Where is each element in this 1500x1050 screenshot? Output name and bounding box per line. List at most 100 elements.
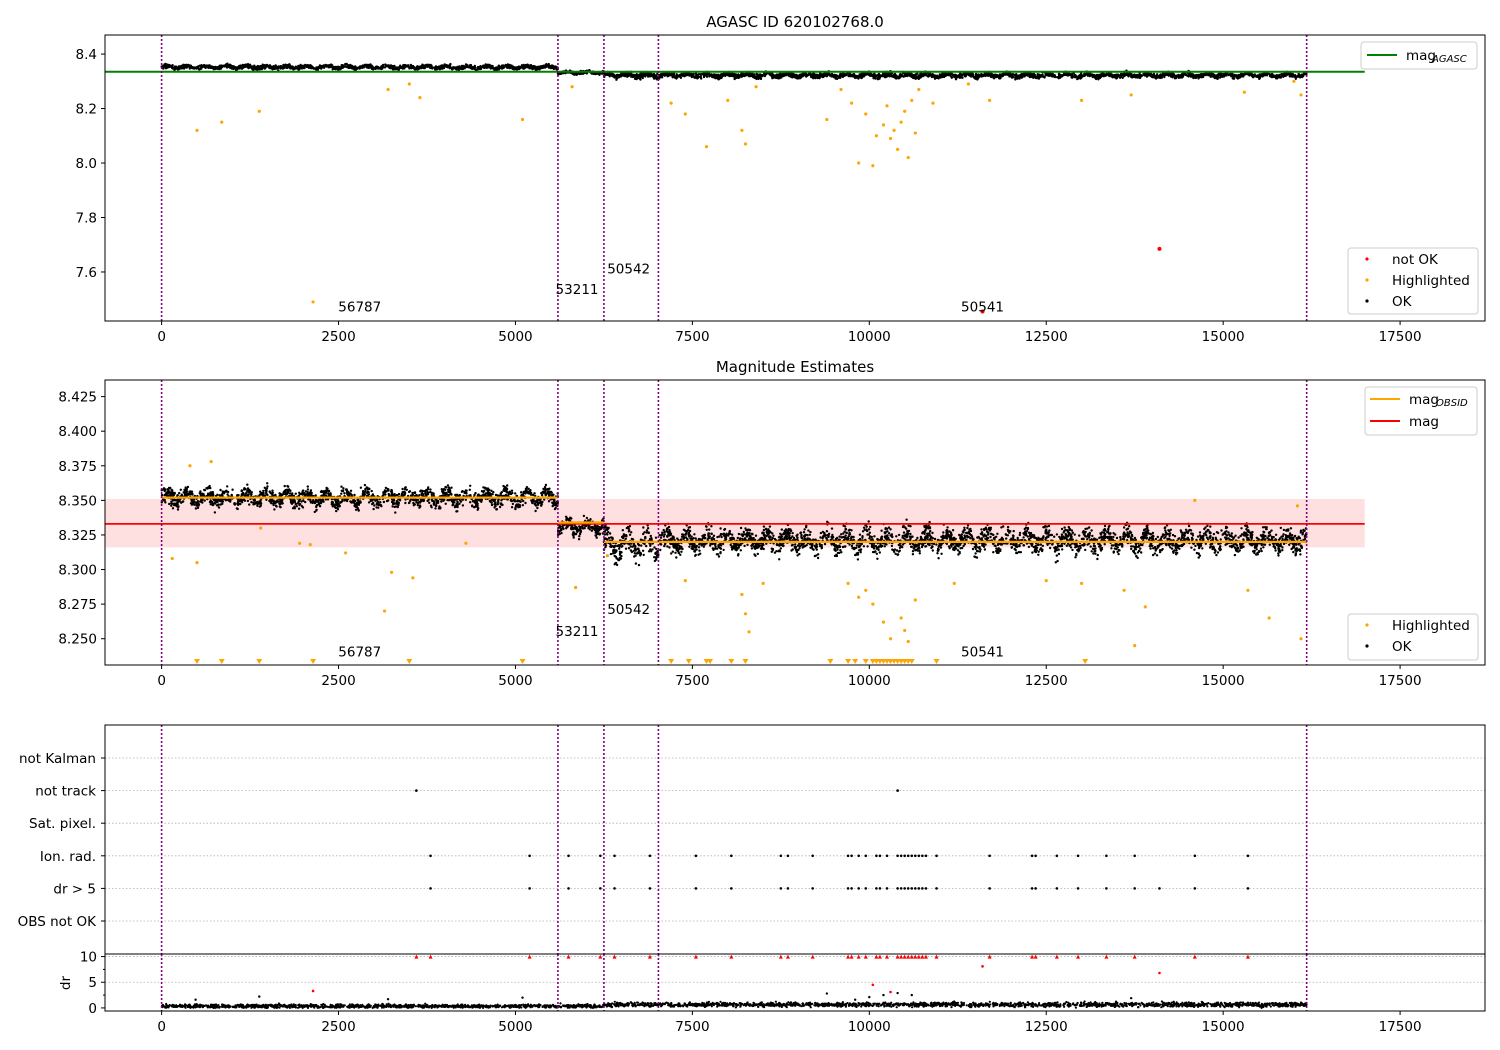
ok-point xyxy=(1230,73,1233,76)
ok-point xyxy=(838,74,841,77)
ok-point xyxy=(429,66,433,70)
ok-point xyxy=(403,65,407,69)
ok-point xyxy=(484,64,487,67)
ok-point xyxy=(529,63,533,67)
ok-point xyxy=(216,67,219,70)
ok-point xyxy=(1084,73,1088,76)
ok-point xyxy=(476,66,480,69)
ok-point xyxy=(218,67,221,71)
ok-point xyxy=(1256,75,1259,79)
ok-point xyxy=(1253,73,1257,76)
ok-point xyxy=(1291,75,1294,78)
ok-point xyxy=(1281,73,1284,77)
highlighted-point xyxy=(857,161,861,165)
ok-point xyxy=(874,75,877,78)
ok-point xyxy=(818,76,821,80)
ok-point xyxy=(1090,74,1093,77)
ok-point xyxy=(725,72,728,75)
ok-point xyxy=(1065,73,1068,77)
ok-point xyxy=(742,72,745,76)
ok-point xyxy=(163,65,166,68)
x-tick-label: 10000 xyxy=(848,329,891,345)
ok-point xyxy=(1102,75,1106,78)
ok-point xyxy=(962,73,965,76)
ok-point xyxy=(1194,75,1197,79)
ok-point xyxy=(259,64,262,68)
ok-point xyxy=(779,76,783,79)
ok-point xyxy=(202,65,205,68)
ok-point xyxy=(693,76,696,79)
ok-point xyxy=(349,64,352,67)
highlighted-point xyxy=(903,109,907,113)
ok-point xyxy=(1020,75,1023,78)
ok-point xyxy=(1215,76,1218,79)
ok-point xyxy=(614,75,617,78)
ok-point xyxy=(359,66,362,69)
highlighted-point xyxy=(825,117,829,122)
ok-point xyxy=(511,67,514,70)
ok-point xyxy=(1148,73,1152,77)
ok-point xyxy=(302,65,305,68)
ok-point xyxy=(615,78,618,81)
ok-point xyxy=(716,73,720,76)
ok-point xyxy=(448,67,452,70)
ok-point xyxy=(436,68,439,71)
ok-point xyxy=(733,77,736,81)
ok-point xyxy=(652,74,655,78)
highlighted-point xyxy=(386,87,390,92)
ok-point xyxy=(402,63,405,67)
ok-point xyxy=(753,73,756,76)
ok-point xyxy=(344,62,347,66)
ok-point xyxy=(171,507,175,510)
highlighted-point xyxy=(892,128,896,132)
y-tick-label: 7.8 xyxy=(76,210,97,226)
ok-point xyxy=(523,65,526,68)
panel-title: Magnitude Estimates xyxy=(716,358,874,376)
ok-point xyxy=(700,72,703,76)
ok-point xyxy=(479,67,483,71)
highlighted-point xyxy=(683,112,687,116)
highlighted-point xyxy=(910,98,914,102)
ok-point xyxy=(496,68,500,71)
highlighted-point xyxy=(1080,98,1084,102)
ok-point xyxy=(353,66,356,69)
ok-point xyxy=(263,66,266,70)
ok-point xyxy=(282,65,285,68)
ok-point xyxy=(290,66,293,69)
ok-point xyxy=(271,67,275,71)
ok-point xyxy=(514,492,517,495)
ok-point xyxy=(883,73,886,77)
ok-point xyxy=(1032,75,1036,78)
ok-point xyxy=(221,65,224,69)
highlighted-point xyxy=(874,134,878,138)
ok-point xyxy=(341,65,345,68)
ok-point xyxy=(954,78,958,81)
ok-point xyxy=(1189,73,1192,76)
highlighted-point xyxy=(407,82,411,86)
ok-point xyxy=(428,501,431,504)
ok-point xyxy=(1050,73,1054,77)
ok-point xyxy=(605,73,609,77)
ok-point xyxy=(544,65,547,69)
ok-point xyxy=(218,64,221,68)
ok-point xyxy=(822,74,825,78)
ok-point xyxy=(759,74,762,77)
ok-point xyxy=(832,75,835,79)
highlighted-point xyxy=(966,82,970,86)
highlighted-point xyxy=(704,145,709,149)
ok-point xyxy=(1235,74,1238,77)
ok-point xyxy=(864,72,868,76)
ok-point xyxy=(877,74,880,77)
ok-point xyxy=(625,73,628,77)
ok-point xyxy=(691,73,695,77)
ok-point xyxy=(1211,75,1215,78)
ok-point xyxy=(446,66,449,69)
highlighted-point xyxy=(913,131,917,135)
ok-point xyxy=(959,73,963,76)
ok-point xyxy=(685,72,688,75)
ok-point xyxy=(1189,75,1193,78)
ok-point xyxy=(810,74,813,77)
ok-point xyxy=(756,73,759,76)
ok-point xyxy=(995,75,998,79)
highlighted-point xyxy=(871,164,875,168)
